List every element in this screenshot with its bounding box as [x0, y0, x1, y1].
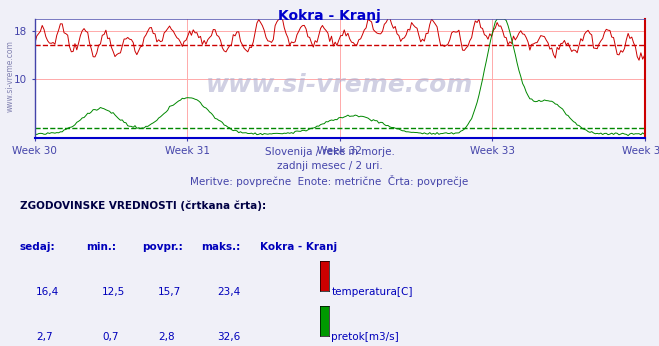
Text: 0,7: 0,7 [102, 332, 119, 342]
Text: min.:: min.: [86, 242, 116, 252]
Text: 32,6: 32,6 [217, 332, 241, 342]
Text: pretok[m3/s]: pretok[m3/s] [331, 332, 399, 342]
Text: www.si-vreme.com: www.si-vreme.com [5, 40, 14, 112]
Text: sedaj:: sedaj: [20, 242, 55, 252]
Text: www.si-vreme.com: www.si-vreme.com [206, 73, 473, 97]
Text: zadnji mesec / 2 uri.: zadnji mesec / 2 uri. [277, 161, 382, 171]
Text: 12,5: 12,5 [102, 287, 125, 297]
Text: 15,7: 15,7 [158, 287, 181, 297]
Text: 2,8: 2,8 [158, 332, 175, 342]
Text: Meritve: povprečne  Enote: metrične  Črta: povprečje: Meritve: povprečne Enote: metrične Črta:… [190, 175, 469, 187]
Text: Kokra - Kranj: Kokra - Kranj [260, 242, 337, 252]
Text: 16,4: 16,4 [36, 287, 59, 297]
Text: maks.:: maks.: [201, 242, 241, 252]
Text: Slovenija / reke in morje.: Slovenija / reke in morje. [264, 147, 395, 157]
Text: ZGODOVINSKE VREDNOSTI (črtkana črta):: ZGODOVINSKE VREDNOSTI (črtkana črta): [20, 201, 266, 211]
Text: povpr.:: povpr.: [142, 242, 183, 252]
Text: 2,7: 2,7 [36, 332, 53, 342]
Text: temperatura[C]: temperatura[C] [331, 287, 413, 297]
Text: 23,4: 23,4 [217, 287, 241, 297]
Text: Kokra - Kranj: Kokra - Kranj [278, 9, 381, 22]
